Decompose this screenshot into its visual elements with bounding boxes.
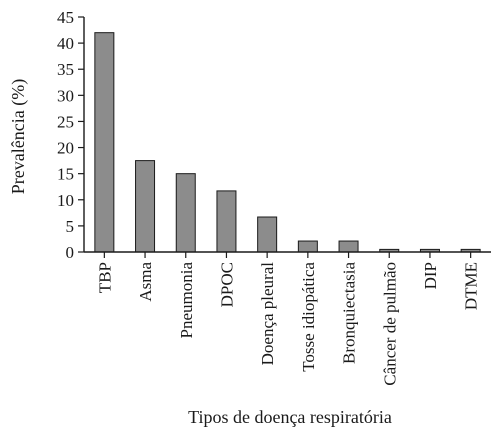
y-tick-label: 25 [57,112,74,131]
bar [216,190,237,253]
y-tick-label: 20 [57,139,74,158]
y-tick-label: 5 [66,217,75,236]
x-tick-label: DIP [421,262,440,289]
x-tick-label: Bronquiectasia [340,262,359,364]
y-tick-label: 35 [57,60,74,79]
x-tick-label: Câncer de pulmão [380,262,399,386]
x-tick-label: Asma [136,262,155,302]
x-tick-label: DPOC [217,262,236,307]
x-tick-label: Tosse idiopática [299,262,318,372]
bars [94,32,481,253]
y-axis-title: Prevalência (%) [8,79,29,194]
bar [297,240,318,253]
x-tick-label: TBP [95,262,114,293]
y-tick-label: 15 [57,165,74,184]
bar [175,173,196,253]
x-tick-label: Doença pleural [258,262,277,366]
bar [135,160,156,253]
bar [94,32,115,253]
y-tick-label: 45 [57,8,74,27]
bar [338,240,359,253]
x-tick-label: DTME [462,262,481,310]
y-tick-label: 30 [57,86,74,105]
x-axis-title: Tipos de doença respiratória [188,407,392,427]
y-tick-label: 10 [57,191,74,210]
y-tick-label: 0 [66,243,75,262]
bar [257,216,278,253]
x-axis-tick-labels: TBP Asma Pneumonia DPOC Doença pleural Tosse … [95,252,481,386]
y-tick-label: 40 [57,34,74,53]
y-axis-ticks: 0 5 10 15 20 25 30 35 40 45 [57,8,84,262]
x-tick-label: Pneumonia [177,262,196,339]
